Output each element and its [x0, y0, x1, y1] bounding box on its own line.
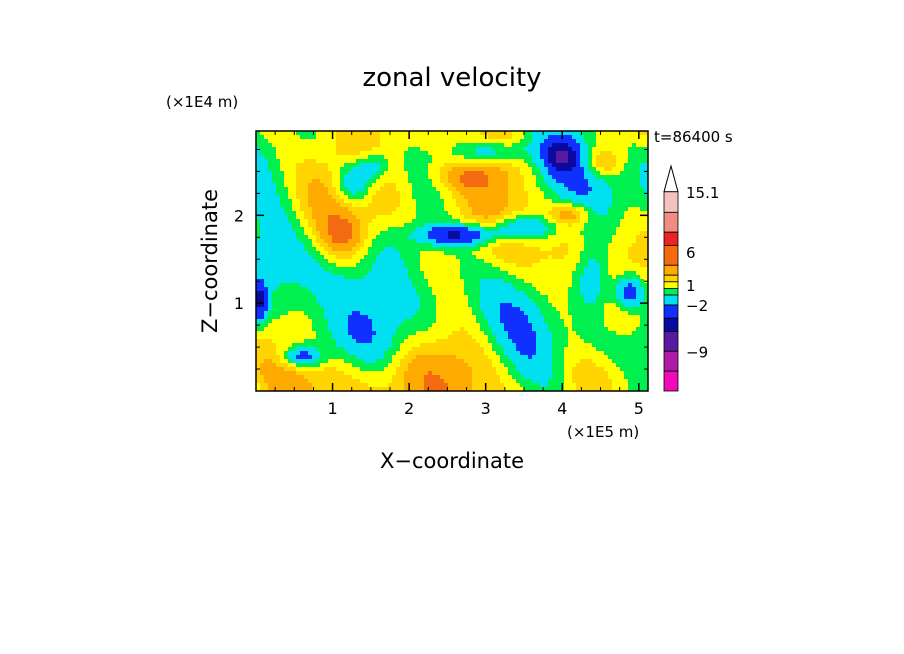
- y-unit-label: (×1E4 m): [166, 93, 238, 111]
- x-tick-label: 4: [557, 399, 567, 418]
- velocity-field: [256, 131, 648, 391]
- colorbar-label: 15.1: [686, 184, 719, 202]
- colorbar-band: [663, 231, 679, 246]
- colorbar-label: −9: [686, 343, 708, 361]
- x-axis-label: X−coordinate: [380, 449, 524, 473]
- y-axis-label: Z−coordinate: [198, 189, 222, 333]
- colorbar: 15.1 6 1 −2 −9: [663, 164, 719, 392]
- colorbar-band: [663, 294, 679, 306]
- colorbar-band: [663, 350, 679, 372]
- x-tick-label: 1: [327, 399, 337, 418]
- heatmap-plot-area: [255, 130, 649, 392]
- x-tick-label: 3: [481, 399, 491, 418]
- colorbar-band: [663, 317, 679, 332]
- chart-title: zonal velocity: [362, 63, 541, 93]
- colorbar-band: [663, 264, 679, 276]
- colorbar-label: 6: [686, 244, 696, 262]
- colorbar-band: [663, 211, 679, 233]
- y-axis: 12: [234, 148, 648, 370]
- x-tick-label: 5: [634, 399, 644, 418]
- colorbar-label: 1: [686, 277, 696, 295]
- time-label: t=86400 s: [654, 128, 733, 146]
- x-tick-label: 2: [404, 399, 414, 418]
- colorbar-label: −2: [686, 297, 708, 315]
- colorbar-arrow: [663, 164, 679, 193]
- colorbar-band: [663, 304, 679, 319]
- x-unit-label: (×1E5 m): [567, 423, 639, 441]
- colorbar-band: [663, 288, 679, 296]
- x-axis: 1 2 3 4 5: [274, 131, 644, 418]
- colorbar-band: [663, 370, 679, 392]
- y-tick-label: 1: [234, 294, 244, 313]
- y-tick-label: 2: [234, 206, 244, 225]
- colorbar-band: [663, 274, 679, 283]
- colorbar-band: [663, 191, 679, 213]
- colorbar-band: [663, 281, 679, 289]
- plot-frame: [255, 130, 649, 392]
- colorbar-band: [663, 245, 679, 266]
- colorbar-band: [663, 331, 679, 352]
